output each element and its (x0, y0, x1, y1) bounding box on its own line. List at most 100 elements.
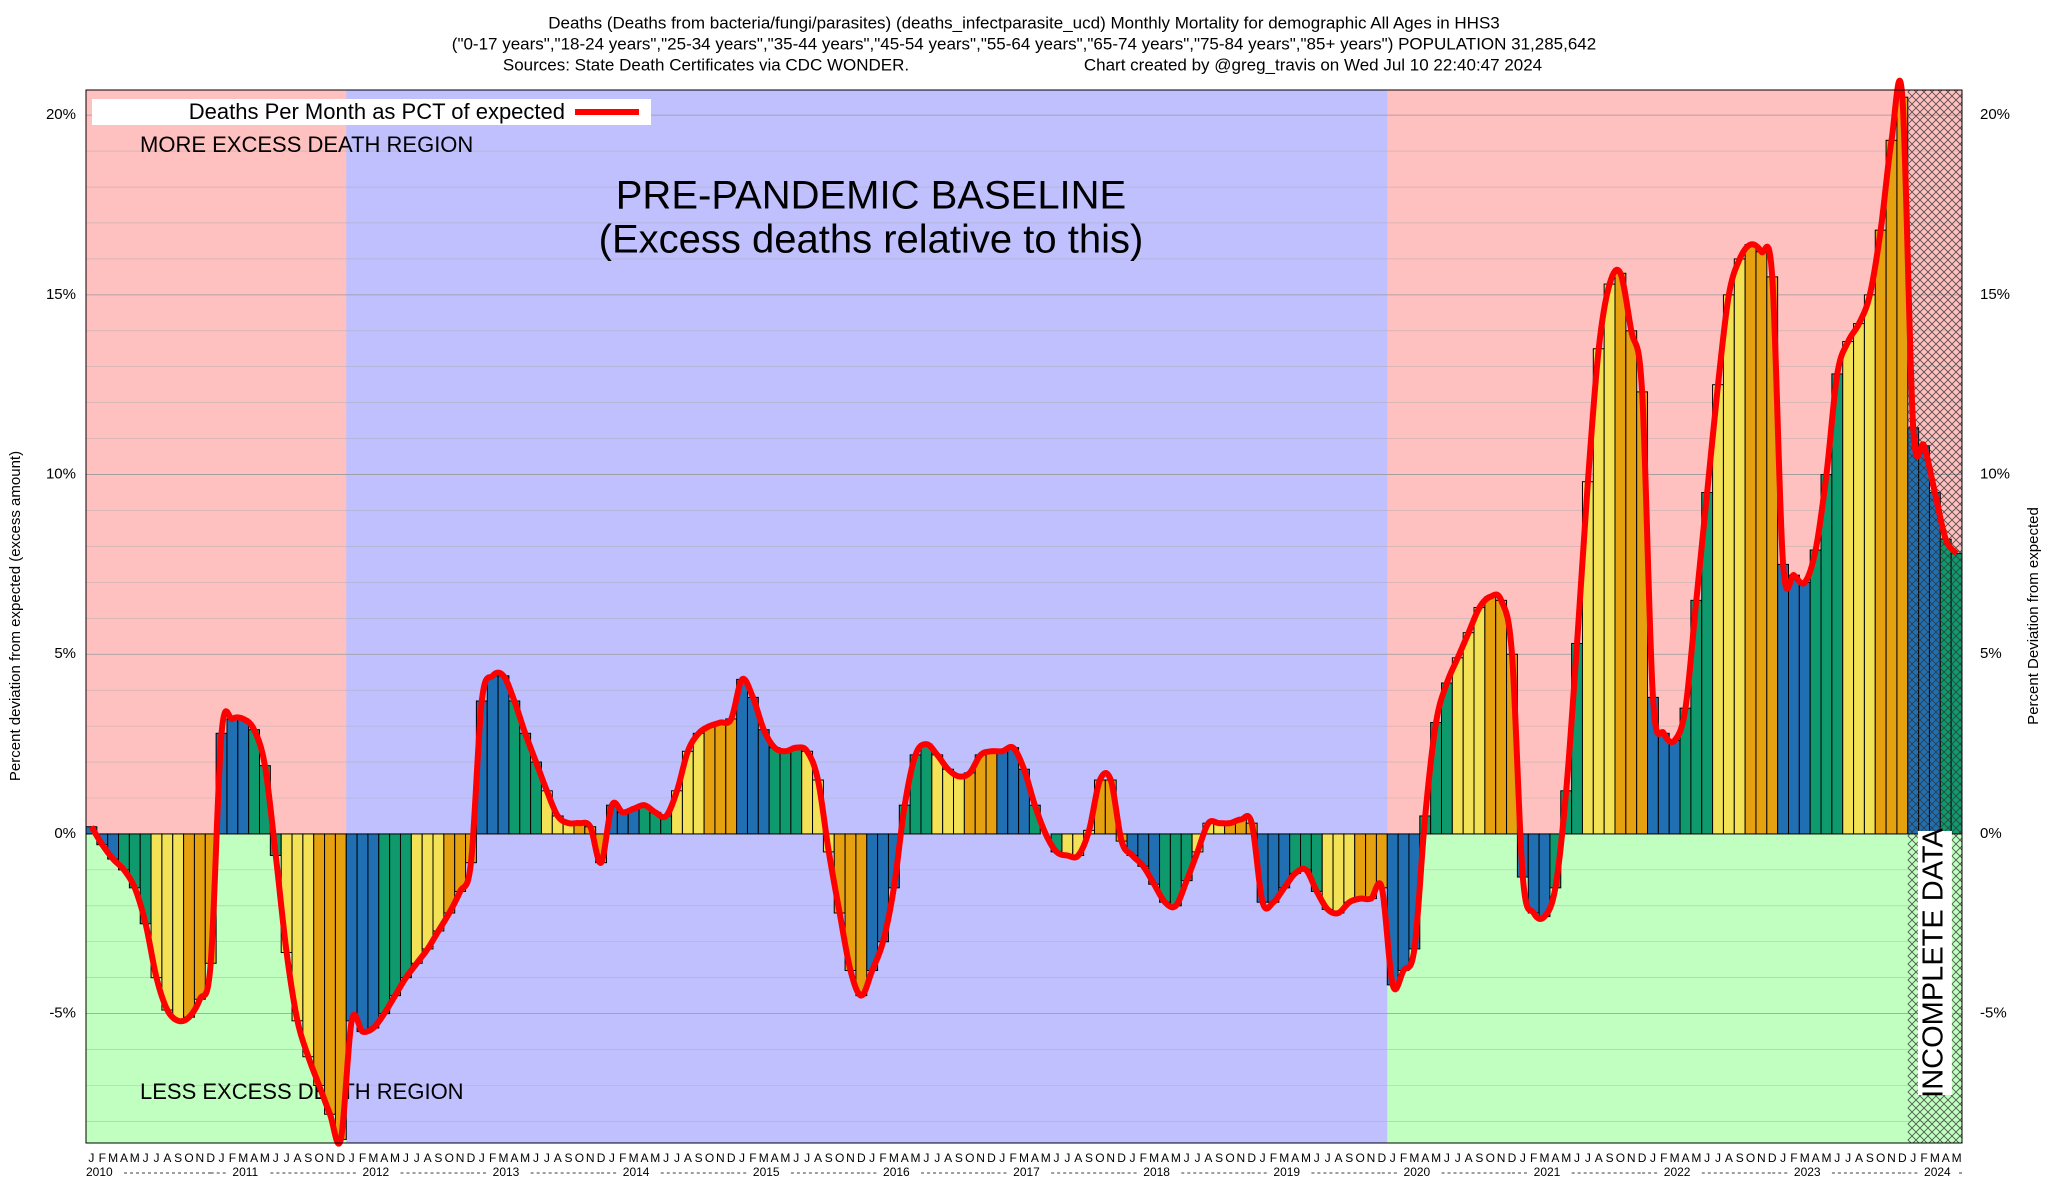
x-tick-label: J (533, 1151, 539, 1165)
x-tick-label: S (174, 1151, 182, 1165)
x-tick-label: S (955, 1151, 963, 1165)
y-tick-label: 5% (54, 645, 76, 662)
x-tick-label: M (1952, 1151, 1962, 1165)
x-tick-label: S (1606, 1151, 1614, 1165)
x-tick-label: S (1866, 1151, 1874, 1165)
x-tick-label: D (1117, 1151, 1126, 1165)
x-tick-label: O (1355, 1151, 1364, 1165)
x-tick-label: A (1465, 1151, 1473, 1165)
x-tick-label: O (1876, 1151, 1885, 1165)
x-tick-label: N (1237, 1151, 1246, 1165)
bar (963, 772, 976, 835)
x-tick-label: J (349, 1151, 355, 1165)
x-tick-label: M (1821, 1151, 1831, 1165)
x-tick-label: M (1301, 1151, 1311, 1165)
bar (985, 750, 998, 835)
bar (1440, 682, 1453, 835)
x-tick-label: D (1768, 1151, 1777, 1165)
y-tick-label: 0% (54, 825, 76, 842)
x-tick-label: N (976, 1151, 985, 1165)
legend-label: Deaths Per Month as PCT of expected (189, 99, 565, 124)
chart-title: ("0-17 years","18-24 years","25-34 years… (452, 34, 1596, 53)
y2-tick-label: 15% (1980, 286, 2010, 303)
x-tick-label: M (1930, 1151, 1940, 1165)
bar (378, 833, 391, 1015)
x-tick-label: M (498, 1151, 508, 1165)
x-tick-label: A (1551, 1151, 1559, 1165)
x-tick-label: M (629, 1151, 639, 1165)
x-tick-label: A (1074, 1151, 1082, 1165)
x-tick-label: A (1855, 1151, 1863, 1165)
bar (1462, 632, 1475, 835)
y2-tick-label: 20% (1980, 106, 2010, 123)
x-tick-label: F (489, 1151, 496, 1165)
x-tick-label: J (1585, 1151, 1591, 1165)
x-tick-label: A (771, 1151, 779, 1165)
x-tick-label: M (390, 1151, 400, 1165)
x-tick-label: M (108, 1151, 118, 1165)
x-tick-label: J (273, 1151, 279, 1165)
bar (1267, 833, 1280, 903)
x-year-label: 2017 (1013, 1165, 1040, 1179)
bar (1722, 294, 1735, 835)
x-tick-label: M (1670, 1151, 1680, 1165)
y2-axis-title: Percent Deviation from expected (2025, 507, 2042, 725)
bar (193, 833, 206, 1000)
x-year-label: 2018 (1143, 1165, 1170, 1179)
bar (1300, 833, 1312, 871)
x-tick-label: N (716, 1151, 725, 1165)
x-tick-label: J (804, 1151, 810, 1165)
y-tick-label: 10% (46, 466, 76, 483)
x-tick-label: O (1095, 1151, 1104, 1165)
x-tick-label: M (1019, 1151, 1029, 1165)
y2-tick-label: -5% (1980, 1005, 2007, 1022)
x-tick-label: M (1431, 1151, 1441, 1165)
x-tick-label: J (544, 1151, 550, 1165)
bar (1614, 272, 1627, 835)
bar (1820, 474, 1833, 835)
x-tick-label: F (99, 1151, 106, 1165)
bar (703, 725, 716, 835)
bar (1007, 747, 1020, 835)
x-tick-label: D (1247, 1151, 1256, 1165)
x-tick-label: J (999, 1151, 1005, 1165)
x-year-label: 2016 (883, 1165, 910, 1179)
x-tick-label: A (293, 1151, 301, 1165)
bar (237, 718, 250, 835)
x-tick-label: J (1715, 1151, 1721, 1165)
x-tick-label: F (749, 1151, 756, 1165)
x-tick-label: J (793, 1151, 799, 1165)
x-tick-label: J (414, 1151, 420, 1165)
x-tick-label: J (869, 1151, 875, 1165)
x-tick-label: O (1486, 1151, 1495, 1165)
x-tick-label: O (835, 1151, 844, 1165)
bar (421, 833, 434, 950)
x-tick-label: D (467, 1151, 476, 1165)
x-tick-label: F (1270, 1151, 1277, 1165)
x-tick-label: A (1421, 1151, 1429, 1165)
baseline-sublabel: (Excess deaths relative to this) (599, 218, 1144, 262)
x-tick-label: N (1367, 1151, 1376, 1165)
x-tick-label: A (684, 1151, 692, 1165)
x-tick-label: N (846, 1151, 855, 1165)
bar (497, 675, 510, 835)
chart-subtitle: Sources: State Death Certificates via CD… (503, 55, 909, 74)
bar (486, 675, 499, 835)
bar (1755, 251, 1768, 835)
x-tick-label: F (229, 1151, 236, 1165)
x-tick-label: N (1627, 1151, 1636, 1165)
x-tick-label: A (1031, 1151, 1039, 1165)
x-tick-label: J (1650, 1151, 1656, 1165)
x-tick-label: A (1204, 1151, 1212, 1165)
bar (1473, 607, 1486, 835)
bar (1712, 384, 1724, 835)
x-tick-label: O (1616, 1151, 1625, 1165)
bar (1625, 330, 1638, 835)
x-tick-label: M (1800, 1151, 1810, 1165)
bar (692, 732, 705, 835)
x-tick-label: S (825, 1151, 833, 1165)
bar (399, 833, 412, 979)
bar (1668, 739, 1681, 835)
x-tick-label: M (1540, 1151, 1550, 1165)
plot-frame (85, 89, 1963, 1144)
